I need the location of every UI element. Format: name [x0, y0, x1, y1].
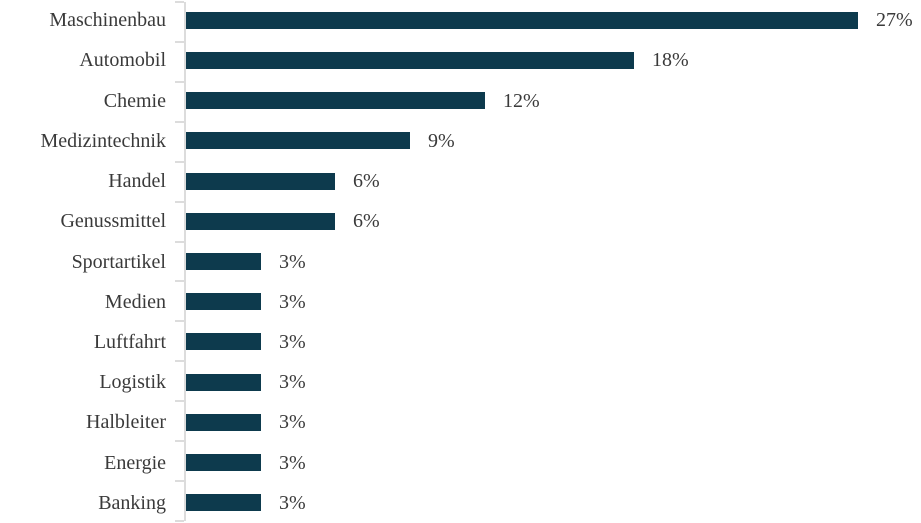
value-label: 3%: [279, 250, 306, 273]
chart-row: Genussmittel 6%: [0, 201, 921, 241]
bar: [186, 413, 261, 431]
axis-tick: [175, 201, 184, 203]
axis-tick: [175, 81, 184, 83]
category-label: Banking: [98, 491, 166, 514]
category-label: Medizintechnik: [40, 129, 166, 152]
chart-row: Chemie 12%: [0, 80, 921, 120]
value-label: 6%: [353, 170, 380, 193]
category-label: Handel: [108, 170, 166, 193]
bar: [186, 11, 858, 29]
axis-tick: [175, 400, 184, 402]
value-label: 12%: [503, 89, 540, 112]
chart-row: Halbleiter 3%: [0, 402, 921, 442]
value-label: 3%: [279, 451, 306, 474]
axis-tick: [175, 480, 184, 482]
category-label: Maschinenbau: [49, 9, 166, 32]
category-label: Luftfahrt: [93, 330, 166, 353]
chart-row: Energie 3%: [0, 443, 921, 483]
bar: [186, 494, 261, 512]
value-label: 9%: [428, 129, 455, 152]
category-label: Genussmittel: [60, 210, 166, 233]
chart-row: Medizintechnik 9%: [0, 121, 921, 161]
axis-tick: [175, 161, 184, 163]
chart-row: Medien 3%: [0, 282, 921, 322]
axis-tick: [175, 1, 184, 3]
value-label: 3%: [279, 411, 306, 434]
category-label: Halbleiter: [86, 411, 166, 434]
axis-tick: [175, 360, 184, 362]
axis-tick: [175, 520, 184, 522]
chart-row: Logistik 3%: [0, 362, 921, 402]
bar: [186, 132, 410, 150]
chart-row: Luftfahrt 3%: [0, 322, 921, 362]
category-label: Logistik: [99, 371, 166, 394]
axis-tick: [175, 440, 184, 442]
value-label: 6%: [353, 210, 380, 233]
axis-tick: [175, 280, 184, 282]
y-axis-line: [184, 2, 186, 521]
value-label: 3%: [279, 330, 306, 353]
axis-tick: [175, 241, 184, 243]
axis-tick: [175, 320, 184, 322]
bar: [186, 333, 261, 351]
value-label: 3%: [279, 371, 306, 394]
chart-row: Handel 6%: [0, 161, 921, 201]
category-label: Automobil: [79, 49, 166, 72]
bar: [186, 293, 261, 311]
bar: [186, 253, 261, 271]
bar: [186, 51, 634, 69]
axis-tick: [175, 121, 184, 123]
category-label: Energie: [104, 451, 166, 474]
chart-row: Sportartikel 3%: [0, 241, 921, 281]
bar: [186, 373, 261, 391]
bar: [186, 92, 485, 110]
chart-row: Maschinenbau 27%: [0, 0, 921, 40]
category-label: Sportartikel: [71, 250, 166, 273]
value-label: 27%: [876, 9, 913, 32]
bar: [186, 172, 335, 190]
bar: [186, 212, 335, 230]
value-label: 3%: [279, 491, 306, 514]
category-label: Chemie: [103, 89, 166, 112]
value-label: 3%: [279, 290, 306, 313]
axis-tick: [175, 41, 184, 43]
chart-row: Automobil 18%: [0, 40, 921, 80]
value-label: 18%: [652, 49, 689, 72]
bar: [186, 454, 261, 472]
category-label: Medien: [104, 290, 166, 313]
chart-row: Banking 3%: [0, 483, 921, 523]
